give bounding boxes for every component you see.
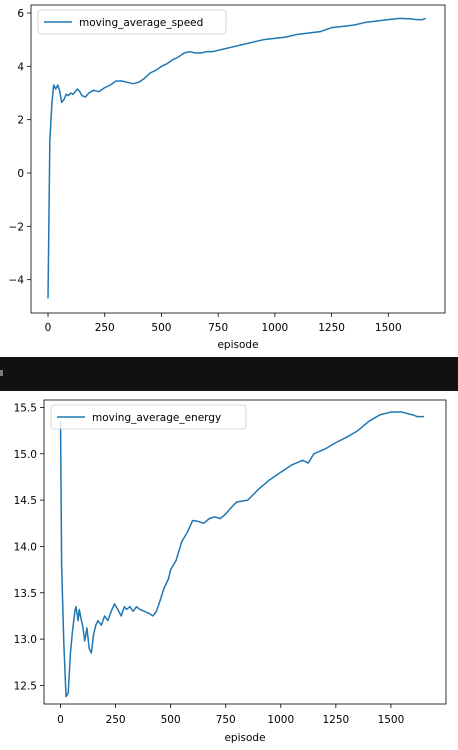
y-tick-label: 6 [17, 8, 24, 20]
x-tick-label: 1000 [267, 714, 294, 726]
x-tick-label: 1500 [378, 714, 405, 726]
x-tick-label: 750 [208, 322, 228, 334]
y-tick-label: 13.5 [14, 588, 37, 600]
notebook-cell-gap [0, 357, 458, 391]
x-tick-label: 0 [45, 322, 52, 334]
y-tick-label: 4 [17, 61, 24, 73]
y-tick-label: 15.5 [14, 402, 37, 414]
x-axis-label: episode [217, 339, 258, 351]
energy-chart-panel: 0 250 500 750 1000 1250 1500 12.5 13.0 13.5 14.0 14… [0, 391, 458, 750]
speed-chart-panel: 0 250 500 750 1000 1250 1500 −4 −2 0 2 4 6 episode mov… [0, 0, 458, 357]
x-tick-label: 500 [151, 322, 171, 334]
axes-frame [43, 399, 447, 705]
series-line-moving-average-speed [47, 17, 426, 299]
legend-label: moving_average_speed [79, 17, 203, 29]
x-tick-label: 0 [57, 714, 64, 726]
y-tick-label: −2 [9, 221, 24, 233]
y-tick-label: 14.0 [14, 541, 37, 553]
legend-box [50, 404, 247, 430]
y-tick-label: 12.5 [14, 680, 37, 692]
y-tick-label: 15.0 [14, 449, 37, 461]
y-tick-label: 13.0 [14, 634, 37, 646]
cell-marker [0, 370, 3, 376]
x-tick-label: 1250 [318, 322, 345, 334]
axes-frame [30, 4, 446, 314]
y-tick-label: 2 [17, 115, 24, 127]
y-tick-label: −4 [9, 275, 25, 287]
energy-chart: 0 250 500 750 1000 1250 1500 12.5 13.0 13.5 14.0 14… [14, 399, 447, 744]
x-tick-label: 500 [161, 714, 181, 726]
speed-chart: 0 250 500 750 1000 1250 1500 −4 −2 0 2 4 6 episode mov… [9, 4, 446, 351]
x-tick-label: 750 [216, 714, 236, 726]
x-tick-label: 1250 [322, 714, 349, 726]
x-tick-label: 1000 [261, 322, 288, 334]
series-line-moving-average-energy [59, 411, 424, 698]
x-tick-label: 250 [95, 322, 115, 334]
y-tick-label: 0 [17, 168, 24, 180]
x-axis-label: episode [224, 732, 265, 744]
legend-box [37, 9, 227, 35]
y-tick-label: 14.5 [14, 495, 37, 507]
x-tick-label: 1500 [375, 322, 402, 334]
legend-label: moving_average_energy [92, 412, 221, 424]
x-tick-label: 250 [106, 714, 126, 726]
